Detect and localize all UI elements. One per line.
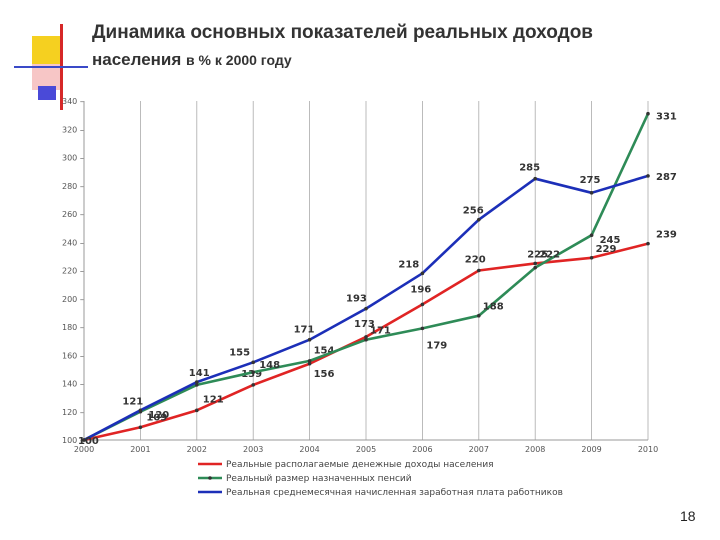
- data-label: 331: [656, 112, 677, 123]
- data-point: [646, 241, 650, 246]
- x-tick-label: 2009: [581, 445, 601, 454]
- legend-label: Реальная среднемесячная начисленная зара…: [226, 488, 563, 498]
- data-label: 121: [203, 394, 224, 405]
- data-point: [420, 302, 425, 307]
- data-label: 218: [398, 259, 419, 270]
- slide-title: Динамика основных показателей реальных д…: [92, 22, 593, 43]
- data-point: [364, 335, 368, 339]
- data-label: 156: [314, 369, 335, 380]
- y-tick-label: 300 –: [62, 154, 84, 163]
- data-label: 148: [259, 360, 280, 371]
- data-point: [364, 306, 368, 311]
- y-tick-label: 100 –: [62, 436, 84, 445]
- data-label: 222: [539, 250, 560, 261]
- decor-pink-square: [32, 64, 60, 90]
- y-tick-label: 140 –: [62, 380, 84, 389]
- data-point: [477, 313, 481, 318]
- subtitle-unit: в % к 2000 году: [186, 52, 292, 68]
- data-label: 275: [580, 175, 601, 186]
- data-label: 171: [370, 326, 391, 337]
- data-label: 229: [596, 244, 617, 255]
- data-point: [138, 408, 143, 413]
- y-tick-label: 180 –: [62, 323, 84, 332]
- data-point: [195, 380, 199, 384]
- data-point: [477, 268, 481, 273]
- decor-yellow-square: [32, 36, 60, 64]
- data-label: 171: [294, 325, 315, 336]
- data-point: [646, 174, 650, 178]
- data-label: 193: [346, 294, 367, 305]
- y-tick-label: 320 –: [62, 125, 84, 134]
- y-tick-label: 280 –: [62, 182, 84, 191]
- slide-number: 18: [680, 508, 696, 524]
- data-point: [589, 233, 594, 237]
- y-tick-label: 200 –: [62, 295, 84, 304]
- data-point: [420, 271, 425, 276]
- data-label: 287: [656, 172, 677, 183]
- data-label: 179: [426, 340, 447, 351]
- slide-subtitle: населения в % к 2000 году: [92, 50, 292, 70]
- subtitle-main: населения: [92, 50, 182, 69]
- data-label: 141: [189, 368, 210, 379]
- data-label: 173: [354, 319, 375, 330]
- decor-blue-hline: [14, 66, 88, 68]
- data-point: [138, 425, 143, 430]
- data-label: 256: [463, 206, 484, 217]
- data-point: [533, 176, 537, 181]
- data-point: [533, 265, 537, 270]
- data-label: 245: [600, 235, 621, 246]
- data-point: [589, 255, 594, 260]
- data-point: [646, 111, 650, 116]
- data-label: 109: [146, 412, 167, 423]
- y-tick-label: 260 –: [62, 210, 84, 219]
- legend-label: Реальный размер назначенных пенсий: [226, 474, 412, 484]
- data-label: 154: [314, 346, 335, 357]
- data-point: [82, 438, 86, 442]
- data-label: 285: [519, 163, 540, 174]
- data-label: 155: [229, 347, 250, 358]
- data-point: [420, 326, 425, 331]
- data-label: 225: [527, 249, 548, 260]
- data-point: [251, 360, 255, 365]
- data-point: [307, 359, 312, 363]
- data-point: [533, 261, 537, 266]
- x-tick-label: 2003: [243, 445, 263, 454]
- y-tick-label: 120 –: [62, 408, 84, 417]
- legend-label: Реальные располагаемые денежные доходы н…: [226, 460, 494, 470]
- data-label: 100: [78, 436, 99, 447]
- data-point: [251, 370, 255, 375]
- x-tick-label: 2002: [187, 445, 207, 454]
- x-tick-label: 2004: [299, 445, 319, 454]
- x-tick-label: 2005: [356, 445, 376, 454]
- data-label: 139: [241, 369, 262, 380]
- y-tick-label: 220 –: [62, 267, 84, 276]
- data-point: [589, 191, 594, 195]
- x-tick-label: 2007: [469, 445, 489, 454]
- data-label: 220: [465, 255, 486, 266]
- x-tick-label: 2006: [412, 445, 432, 454]
- data-point: [477, 217, 481, 222]
- legend-marker: [208, 476, 212, 480]
- decor-blue-square: [38, 86, 56, 100]
- data-label: 188: [483, 302, 504, 313]
- y-tick-label: 240 –: [62, 238, 84, 247]
- data-label: 196: [410, 284, 431, 295]
- x-tick-label: 2001: [130, 445, 150, 454]
- data-point: [195, 383, 199, 387]
- data-label: 120: [148, 410, 169, 421]
- x-tick-label: 2010: [638, 445, 658, 454]
- data-label: 239: [656, 230, 677, 241]
- data-point: [307, 361, 312, 366]
- y-tick-label: 340 –: [62, 97, 84, 106]
- data-point: [251, 383, 255, 387]
- x-tick-label: 2000: [74, 445, 94, 454]
- y-tick-label: 160 –: [62, 351, 84, 360]
- x-tick-label: 2008: [525, 445, 545, 454]
- data-point: [307, 337, 312, 342]
- data-point: [195, 408, 199, 413]
- data-label: 121: [122, 396, 143, 407]
- data-point: [364, 337, 368, 342]
